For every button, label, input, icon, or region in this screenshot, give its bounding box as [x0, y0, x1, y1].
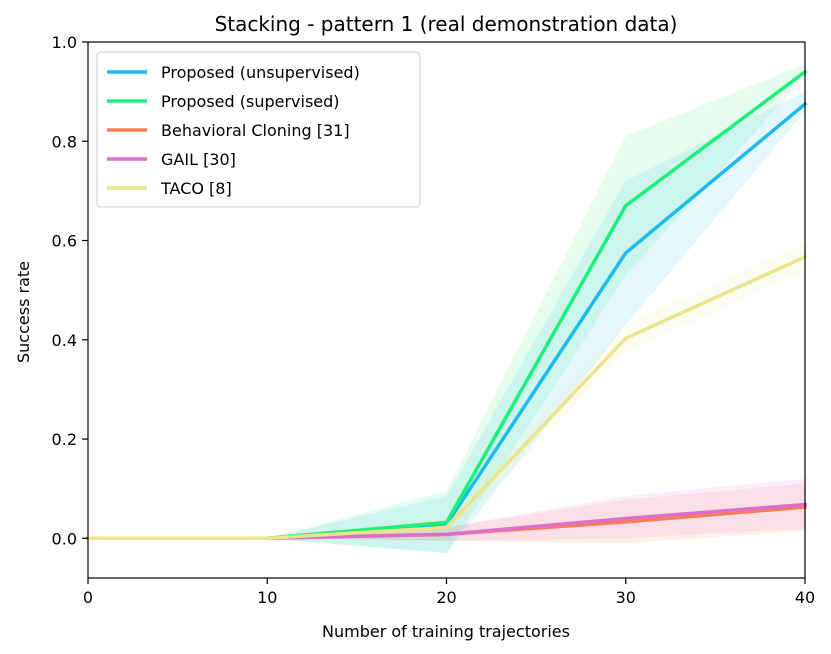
legend-label: GAIL [30] — [161, 150, 236, 169]
x-tick-label: 20 — [436, 588, 456, 607]
y-tick-label: 0.6 — [52, 232, 77, 251]
legend-label: TACO [8] — [160, 179, 232, 198]
x-tick-label: 10 — [257, 588, 277, 607]
x-axis-ticks: 0 10 20 30 40 — [83, 578, 815, 607]
legend-label: Behavioral Cloning [31] — [161, 121, 350, 140]
plot-frame — [87, 41, 806, 579]
y-axis-ticks: 0.0 0.2 0.4 0.6 0.8 1.0 — [52, 33, 88, 548]
legend-box — [96, 51, 421, 208]
series-lines — [86, 69, 808, 541]
x-tick-label: 30 — [616, 588, 636, 607]
legend-label: Proposed (supervised) — [161, 92, 340, 111]
x-tick-label: 40 — [795, 588, 815, 607]
y-tick-label: 0.2 — [52, 430, 77, 449]
x-tick-label: 0 — [83, 588, 93, 607]
y-axis-label: Success rate — [14, 261, 33, 363]
line-series-4 — [86, 254, 808, 541]
chart-title: Stacking - pattern 1 (real demonstration… — [215, 12, 678, 36]
y-tick-label: 0.4 — [52, 331, 77, 350]
band-series-2 — [88, 483, 805, 544]
band-series-3 — [88, 478, 805, 541]
y-tick-label: 0.0 — [52, 529, 77, 548]
y-tick-label: 0.8 — [52, 132, 77, 151]
legend: Proposed (unsupervised) Proposed (supervi… — [96, 51, 421, 208]
y-tick-label: 1.0 — [52, 33, 77, 52]
legend-label: Proposed (unsupervised) — [161, 63, 360, 82]
x-axis-label: Number of training trajectories — [322, 622, 570, 641]
band-series-1 — [88, 64, 805, 554]
